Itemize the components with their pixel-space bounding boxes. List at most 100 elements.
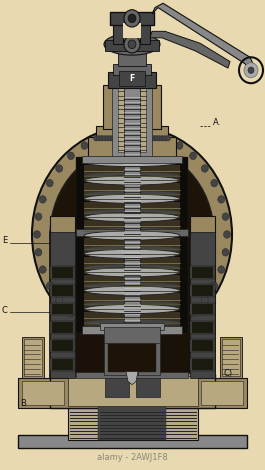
Polygon shape — [126, 372, 138, 384]
Bar — [50, 216, 75, 303]
Bar — [88, 137, 176, 157]
Ellipse shape — [84, 265, 180, 271]
Bar — [52, 267, 73, 278]
Circle shape — [128, 40, 136, 48]
Bar — [192, 304, 213, 314]
Circle shape — [222, 213, 229, 220]
Ellipse shape — [84, 305, 180, 313]
Bar — [108, 72, 156, 87]
Circle shape — [151, 136, 156, 141]
Circle shape — [56, 297, 63, 304]
Bar — [84, 183, 180, 199]
Bar — [84, 220, 180, 235]
Circle shape — [111, 136, 116, 141]
Bar — [22, 381, 64, 405]
Circle shape — [163, 136, 168, 141]
Circle shape — [129, 333, 135, 341]
Bar — [84, 202, 180, 217]
Bar — [52, 285, 73, 296]
Circle shape — [176, 142, 183, 149]
Bar — [50, 266, 75, 279]
Circle shape — [94, 136, 99, 141]
Bar — [197, 378, 247, 408]
Bar — [76, 372, 188, 378]
Bar — [82, 156, 182, 163]
Ellipse shape — [84, 283, 180, 289]
Circle shape — [108, 136, 113, 141]
Text: E: E — [2, 236, 7, 245]
Circle shape — [120, 136, 125, 141]
Bar — [84, 293, 180, 309]
Circle shape — [131, 136, 136, 141]
Bar — [76, 157, 188, 333]
Circle shape — [56, 164, 63, 172]
Ellipse shape — [50, 146, 214, 323]
Circle shape — [154, 136, 159, 141]
Bar — [84, 165, 180, 180]
Bar — [190, 303, 215, 315]
Bar — [96, 126, 168, 140]
Circle shape — [39, 196, 46, 203]
Circle shape — [67, 152, 74, 160]
Circle shape — [218, 266, 225, 274]
Circle shape — [114, 136, 119, 141]
Circle shape — [122, 136, 127, 141]
Bar — [50, 374, 215, 408]
Bar — [100, 323, 164, 329]
Ellipse shape — [84, 212, 180, 222]
Bar — [192, 340, 213, 351]
Bar — [201, 381, 243, 405]
Circle shape — [137, 136, 142, 141]
Bar — [18, 435, 247, 448]
Circle shape — [160, 136, 165, 141]
Circle shape — [105, 136, 110, 141]
Bar — [105, 40, 159, 51]
Text: C: C — [2, 306, 8, 315]
Ellipse shape — [84, 320, 180, 326]
Bar — [103, 86, 161, 129]
Circle shape — [161, 134, 168, 142]
Bar — [192, 285, 213, 296]
Circle shape — [145, 332, 152, 339]
Bar — [50, 358, 75, 371]
Bar — [82, 326, 182, 334]
Bar — [104, 325, 160, 375]
Circle shape — [81, 142, 88, 149]
Text: B: B — [20, 399, 26, 408]
Ellipse shape — [84, 176, 180, 185]
Bar — [119, 71, 145, 86]
Polygon shape — [150, 31, 230, 68]
Bar — [104, 328, 160, 343]
Bar — [192, 322, 213, 333]
Bar — [110, 12, 154, 25]
Circle shape — [96, 134, 103, 142]
Circle shape — [33, 231, 41, 238]
Bar — [50, 321, 75, 334]
Bar — [113, 64, 151, 75]
Circle shape — [189, 309, 197, 317]
Circle shape — [46, 282, 53, 290]
Circle shape — [157, 136, 162, 141]
Circle shape — [166, 136, 170, 141]
Circle shape — [125, 136, 130, 141]
Bar — [222, 339, 240, 376]
Circle shape — [140, 136, 145, 141]
Circle shape — [39, 266, 46, 274]
Bar — [84, 312, 180, 328]
Bar — [108, 329, 156, 372]
Circle shape — [145, 136, 150, 141]
Circle shape — [35, 213, 42, 220]
Circle shape — [128, 136, 133, 141]
Circle shape — [67, 309, 74, 317]
Circle shape — [102, 136, 107, 141]
Bar — [50, 232, 75, 378]
Bar — [220, 337, 242, 378]
Circle shape — [128, 14, 136, 23]
Bar — [50, 339, 75, 352]
Bar — [84, 257, 180, 272]
Bar — [50, 284, 75, 297]
Bar — [76, 229, 188, 235]
Circle shape — [161, 327, 168, 335]
Ellipse shape — [84, 231, 180, 240]
Circle shape — [117, 136, 122, 141]
